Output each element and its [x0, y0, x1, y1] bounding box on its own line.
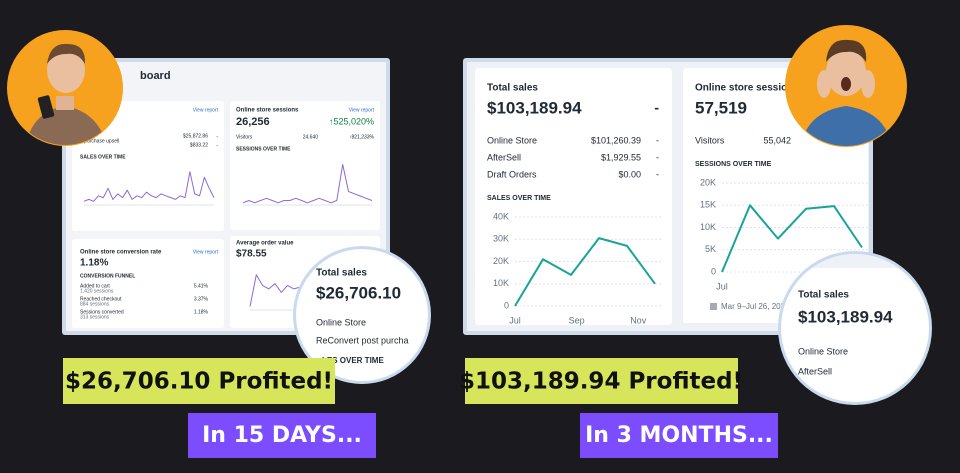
dashboard-title: board	[140, 70, 171, 82]
y-tick-label: 10K	[493, 278, 509, 288]
card-title: Online store conversion rate	[80, 250, 162, 256]
period-tag: In 3 MONTHS...	[585, 423, 773, 448]
x-tick-label: Jul	[509, 315, 521, 325]
funnel-rate: 3.37%	[194, 296, 209, 302]
mag-row: Online Store	[798, 346, 848, 356]
row-change: -	[656, 135, 659, 145]
funnel-sessions: 1,420 sessions	[80, 288, 114, 294]
row-value: 24,640	[303, 134, 319, 140]
card-change: ↑525,020%	[329, 116, 374, 126]
left-avatar	[7, 30, 123, 146]
mag-value: $103,189.94	[798, 307, 893, 326]
tag-box	[188, 413, 376, 458]
legend-swatch	[710, 303, 717, 310]
mag-value: $26,706.10	[316, 283, 401, 302]
row-value: 55,042	[763, 135, 791, 145]
funnel-sessions: 884 sessions	[80, 301, 110, 307]
funnel-step: Sessions converted	[80, 309, 124, 315]
view-report[interactable]: View report	[349, 107, 375, 113]
card-value: $103,189.94	[487, 98, 582, 117]
funnel-step: Added to cart	[80, 283, 110, 289]
card-value: 26,256	[236, 116, 270, 128]
chart-label: SESSIONS OVER TIME	[695, 161, 772, 168]
right-avatar	[785, 25, 907, 147]
row-value: $833.22	[190, 142, 208, 148]
y-tick-label: 30K	[493, 234, 509, 244]
mag-row: Online Store	[316, 317, 366, 327]
line-series	[514, 237, 656, 307]
row-label: Visitors	[695, 135, 725, 145]
card-title: Online store sessions	[236, 108, 299, 114]
card-title: Online store sessio	[695, 83, 787, 94]
y-tick-label: 10K	[700, 222, 716, 232]
row-label: Draft Orders	[487, 169, 537, 179]
y-tick-label: 15K	[700, 200, 716, 210]
row-change: -	[216, 133, 218, 139]
row-label: Online Store	[487, 135, 537, 145]
period-tag: In 15 DAYS...	[202, 423, 362, 448]
mag-row: AfterSell	[798, 366, 832, 376]
chart-label: SALES OVER TIME	[80, 154, 126, 160]
y-tick-label: 0	[711, 266, 716, 276]
card-title: Total sales	[487, 83, 538, 94]
row-change: ↑821,233%	[349, 134, 375, 140]
row-change: -	[656, 152, 659, 162]
row-value: $101,260.39	[591, 135, 641, 145]
line-series	[249, 274, 301, 307]
mag-chart-label: LES OVER TIME	[322, 356, 384, 365]
x-tick-label: Sep	[569, 315, 585, 325]
x-tick-label: Jul	[716, 281, 728, 291]
row-change: -	[216, 142, 218, 148]
card-value: 57,519	[695, 98, 747, 117]
row-label: d purchase upsell	[80, 138, 119, 144]
row-label: AfterSell	[487, 152, 521, 162]
funnel-step: Reached checkout	[80, 296, 122, 302]
line-series	[242, 164, 373, 204]
y-tick-label: 40K	[493, 211, 509, 221]
banner-box	[465, 358, 738, 404]
line-series	[83, 171, 215, 202]
chart-label: SESSIONS OVER TIME	[236, 146, 291, 152]
row-label: Visitors	[236, 134, 253, 140]
y-tick-label: 20K	[700, 177, 716, 187]
card-value: $78.55	[236, 249, 267, 260]
row-value: $1,929.55	[601, 152, 641, 162]
legend-label: Mar 9–Jul 26, 2020	[721, 302, 790, 311]
view-report[interactable]: View report	[193, 107, 219, 113]
funnel-sessions: 313 sessions	[80, 314, 110, 320]
card-change: -	[654, 100, 659, 116]
card-value: 1.18%	[80, 258, 108, 269]
y-tick-label: 5K	[705, 244, 716, 254]
line-series	[721, 204, 863, 273]
x-tick-label: Nov	[630, 315, 647, 325]
funnel-label: CONVERSION FUNNEL	[80, 273, 135, 279]
view-report[interactable]: View report	[193, 249, 219, 255]
chart-label: SALES OVER TIME	[487, 195, 551, 202]
y-tick-label: 20K	[493, 256, 509, 266]
tag-box	[580, 413, 778, 458]
funnel-rate: 1.18%	[194, 309, 209, 315]
mag-row: ReConvert post purcha	[316, 335, 409, 345]
banner-box	[63, 358, 335, 404]
left-dashboard: board View report d purchase upsell $25,…	[62, 58, 390, 335]
row-change: -	[656, 169, 659, 179]
profit-banner: $103,189.94 Profited!	[459, 369, 743, 395]
mag-title: Total sales	[316, 268, 367, 279]
row-value: $0.00	[618, 169, 641, 179]
profit-banner: $26,706.10 Profited!	[65, 369, 333, 395]
y-tick-label: 0	[504, 300, 509, 310]
mag-title: Total sales	[798, 290, 849, 301]
funnel-rate: 5.41%	[194, 283, 209, 289]
left-magnifier: Total sales $26,706.10 Online Store ReCo…	[293, 246, 431, 384]
card-title: Average order value	[236, 241, 294, 247]
row-value: $25,872.86	[183, 133, 208, 139]
